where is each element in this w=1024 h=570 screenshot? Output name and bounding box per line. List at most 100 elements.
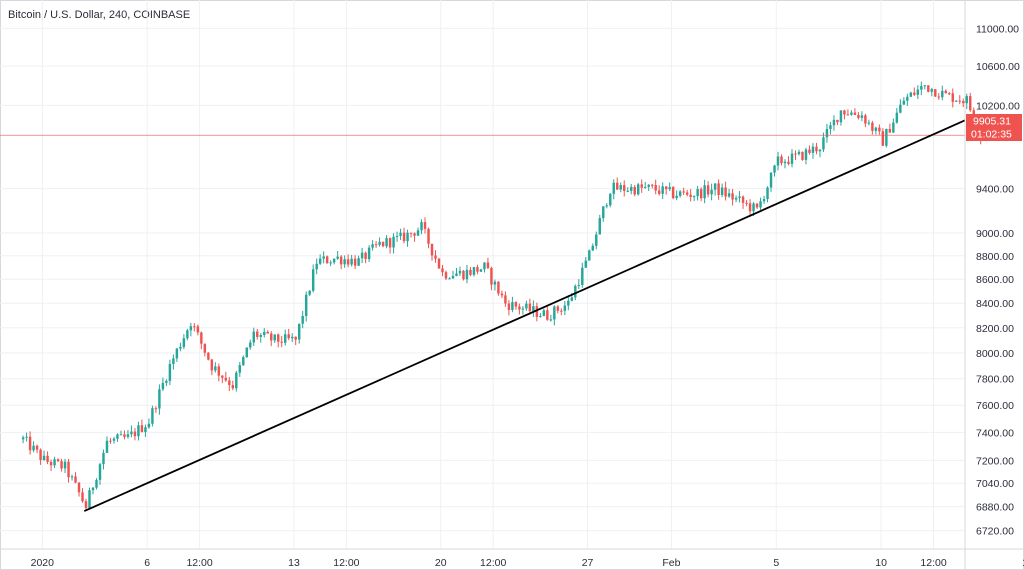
candle-body <box>371 244 374 248</box>
candle-body <box>493 281 497 285</box>
candle-body <box>671 187 675 199</box>
candle-body <box>448 278 451 280</box>
candle-body <box>416 230 420 236</box>
last-price-box <box>966 114 1022 141</box>
candle-body <box>811 146 815 153</box>
candle-body <box>367 247 371 260</box>
y-tick-label: 7400.00 <box>976 427 1014 439</box>
candle-body <box>364 252 367 260</box>
candle-body <box>311 269 315 291</box>
candle-body <box>437 258 441 269</box>
candle-body <box>668 187 671 190</box>
candle-body <box>249 342 252 348</box>
y-tick-label: 8600.00 <box>976 274 1014 286</box>
candle-body <box>871 122 874 131</box>
candle-body <box>420 222 423 231</box>
candle-body <box>203 343 207 353</box>
candle-body <box>654 185 657 191</box>
candle-body <box>98 464 102 480</box>
candle-body <box>242 357 245 366</box>
candle-body <box>84 501 88 509</box>
candle-body <box>678 191 682 196</box>
price-axis[interactable]: 11000.00 10600.00 10200.00 9400.00 9000.00 88… <box>976 23 1020 537</box>
candle-body <box>95 479 98 488</box>
y-tick-label: 7800.00 <box>976 374 1014 386</box>
candle-body <box>179 346 182 349</box>
candle-body <box>609 193 612 206</box>
candle-body <box>339 256 343 265</box>
candle-body <box>392 236 395 248</box>
candle-body <box>685 192 689 195</box>
candle-body <box>35 445 39 450</box>
candle-body <box>217 366 221 376</box>
trendline[interactable] <box>83 119 966 512</box>
candle-body <box>734 197 738 200</box>
grid <box>0 0 965 549</box>
time-axis[interactable]: 2020612:001312:002012:0027Feb51012:00171… <box>31 557 1024 569</box>
candle-body <box>927 85 930 92</box>
candle-body <box>588 250 591 261</box>
candle-body <box>657 190 661 194</box>
candle-body <box>675 195 678 199</box>
candle-body <box>294 336 297 340</box>
candle-body <box>273 334 276 341</box>
candle-body <box>77 482 81 493</box>
candle-body <box>934 89 937 97</box>
candle-body <box>151 408 154 424</box>
last-price-value: 9905.31 <box>973 116 1011 128</box>
candle-body <box>755 203 759 208</box>
candle-body <box>497 281 500 294</box>
candle-body <box>626 190 629 192</box>
candle-body <box>270 333 273 341</box>
candle-body <box>595 234 598 246</box>
candle-body <box>560 310 563 312</box>
candle-body <box>221 375 224 378</box>
candle-body <box>39 449 42 461</box>
x-tick-label: 12:00 <box>186 557 212 569</box>
last-price-label: 9905.31 01:02:35 <box>966 114 1022 141</box>
candle-body <box>434 255 437 259</box>
candle-body <box>748 203 752 212</box>
candle-body <box>822 137 825 150</box>
candle-body <box>773 165 776 173</box>
candle-body <box>374 244 378 246</box>
candle-body <box>360 252 364 259</box>
candle-body <box>682 191 685 193</box>
x-tick-label: 13 <box>288 557 300 569</box>
candle-body <box>539 315 542 317</box>
candle-body <box>619 185 622 190</box>
candle-body <box>881 131 885 146</box>
candle-body <box>486 262 490 268</box>
candle-body <box>720 187 724 195</box>
candle-body <box>409 232 413 234</box>
candle-body <box>762 199 766 202</box>
candle-body <box>846 114 850 116</box>
candle-body <box>895 112 899 123</box>
candle-body <box>165 380 168 383</box>
candle-body <box>797 151 801 155</box>
candle-body <box>123 434 126 437</box>
candle-body <box>462 270 465 280</box>
candle-body <box>937 96 941 98</box>
candle-body <box>955 100 958 102</box>
candle-body <box>287 334 290 339</box>
y-tick-label: 8000.00 <box>976 348 1014 360</box>
candle-body <box>885 128 888 146</box>
y-tick-label: 10600.00 <box>976 61 1020 73</box>
y-tick-label: 8200.00 <box>976 323 1014 335</box>
candle-body <box>913 92 916 95</box>
candle-body <box>430 243 434 256</box>
candle-body <box>664 186 668 190</box>
candle-body <box>944 90 948 94</box>
candle-body <box>283 334 287 343</box>
candle-body <box>878 127 881 132</box>
candle-body <box>696 189 699 197</box>
y-tick-label: 7600.00 <box>976 400 1014 412</box>
candle-body <box>948 93 951 95</box>
candle-body <box>63 461 67 469</box>
y-tick-label: 7200.00 <box>976 455 1014 467</box>
candle-body <box>56 459 60 462</box>
candle-body <box>472 267 476 275</box>
candle-body <box>794 153 797 155</box>
